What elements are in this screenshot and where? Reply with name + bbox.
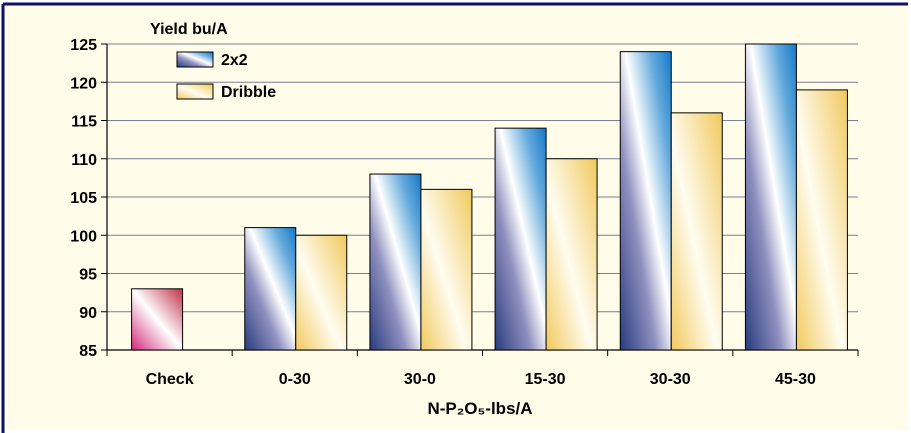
x-category-label: 45-30 [775, 371, 816, 388]
y-tick-label: 90 [79, 305, 97, 322]
bar-2x2 [369, 173, 422, 351]
bar-dribble [420, 188, 473, 351]
bar-2x2 [494, 127, 547, 351]
y-tick-label: 85 [79, 343, 97, 360]
bar-dribble [295, 234, 348, 351]
bars [131, 43, 848, 351]
x-category-label: Check [146, 371, 194, 388]
category-labels: Check 0-30 30-0 15-30 30-30 45-30 [146, 371, 816, 388]
bar-check [131, 288, 184, 351]
y-axis-label: Yield bu/A [150, 21, 228, 38]
bar-2x2 [244, 227, 297, 351]
grid-lines [107, 43, 858, 313]
legend-label-dribble: Dribble [221, 84, 276, 101]
bar-dribble [795, 89, 848, 351]
bar-2x2 [744, 43, 797, 351]
legend-label-2x2: 2x2 [221, 52, 248, 69]
x-category-label: 0-30 [279, 371, 311, 388]
legend: 2x2 Dribble [176, 51, 276, 101]
x-category-label: 30-30 [650, 371, 691, 388]
y-tick-label: 125 [70, 37, 97, 54]
bar-dribble [670, 112, 723, 351]
y-tick-label: 115 [71, 114, 97, 131]
y-tick-label: 105 [70, 190, 97, 207]
x-category-label: 30-0 [404, 371, 436, 388]
y-tick-label: 110 [71, 152, 97, 169]
legend-swatch-dribble [176, 83, 214, 100]
bar-2x2 [619, 51, 672, 351]
bar-dribble [545, 158, 598, 351]
legend-swatch-2x2 [176, 51, 214, 68]
y-tick-label: 95 [79, 267, 97, 284]
x-axis-label: N-P₂O₅-lbs/A [427, 399, 532, 418]
y-tick-label: 120 [70, 75, 97, 92]
x-category-label: 15-30 [525, 371, 566, 388]
y-tick-label: 100 [70, 228, 97, 245]
tick-labels: 85 90 95 100 105 110 115 120 125 [70, 37, 107, 360]
